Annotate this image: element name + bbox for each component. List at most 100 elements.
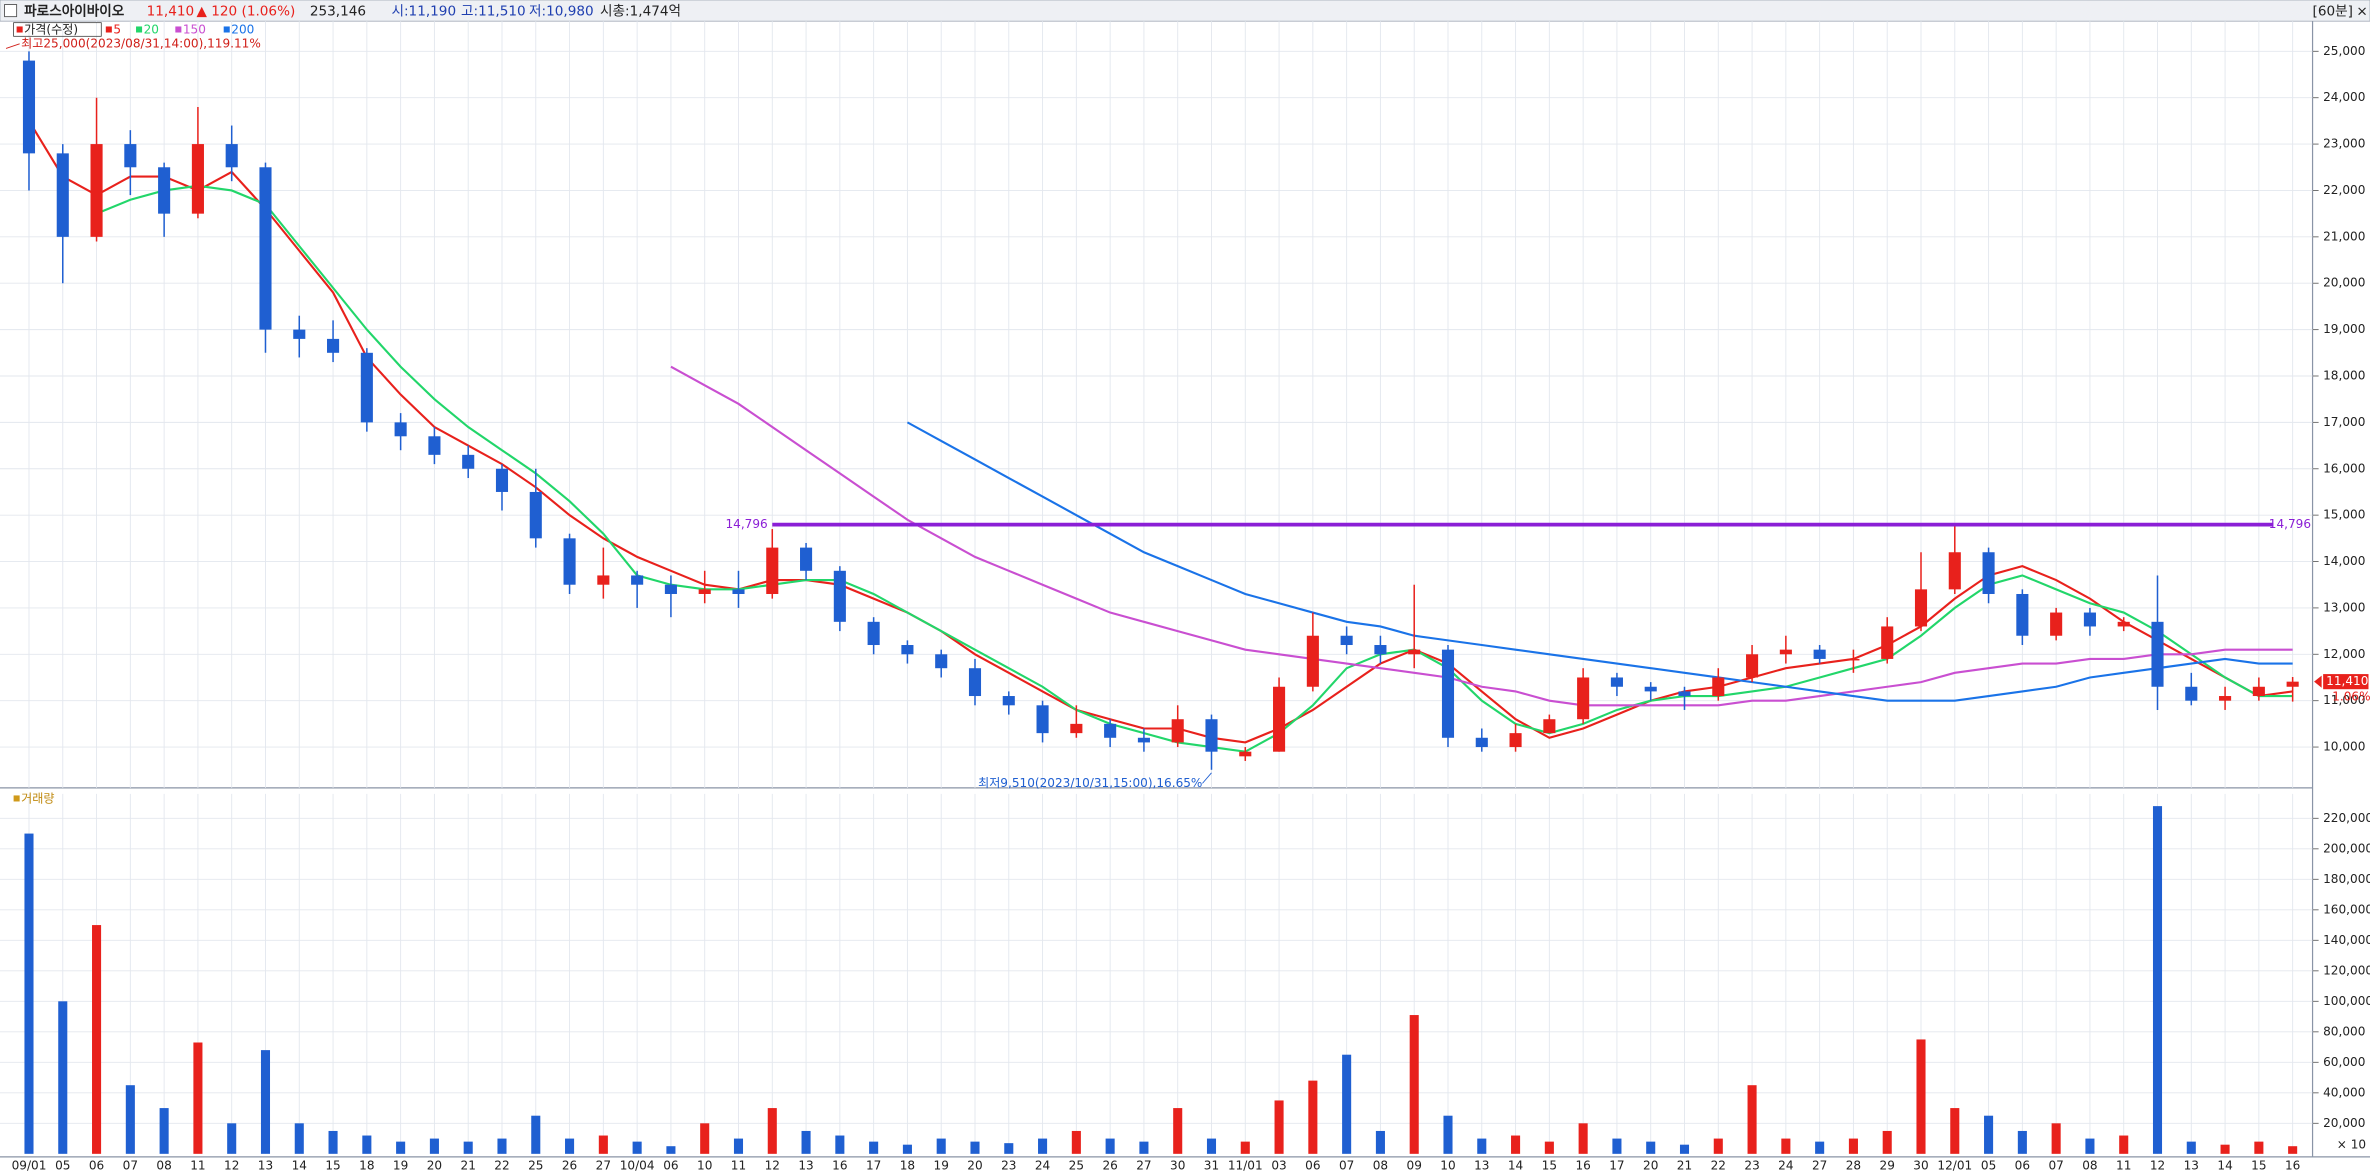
candle-body	[56, 153, 69, 237]
x-tick-label: 12/01	[1937, 1158, 1972, 1172]
high-annotation: 최고25,000(2023/08/31,14:00),119.11%	[21, 36, 261, 50]
x-tick-label: 25	[528, 1158, 543, 1172]
x-tick-label: 22	[1711, 1158, 1726, 1172]
candle-body	[2219, 696, 2232, 701]
x-tick-label: 08	[1373, 1158, 1388, 1172]
x-tick-label: 19	[393, 1158, 408, 1172]
y-tick-label: 100,000	[2323, 994, 2370, 1008]
candle-body	[901, 645, 914, 655]
volume-bar	[1747, 1085, 1757, 1154]
volume-bar	[1105, 1138, 1115, 1154]
volume-bar	[1443, 1115, 1453, 1154]
x-tick-label: 08	[2082, 1158, 2097, 1172]
y-tick-label: 80,000	[2323, 1024, 2365, 1038]
x-tick-label: 31	[1204, 1158, 1219, 1172]
candle-body	[225, 144, 238, 168]
x-tick-label: 14	[292, 1158, 307, 1172]
y-tick-label: 16,000	[2323, 461, 2365, 475]
y-tick-label: 160,000	[2323, 902, 2370, 916]
last-change-label: 1.06%	[2332, 689, 2370, 703]
x-tick-label: 12	[765, 1158, 780, 1172]
volume-bar	[294, 1123, 304, 1154]
candle-body	[529, 491, 542, 539]
candle-body	[935, 654, 948, 669]
candle-body	[2185, 686, 2198, 701]
candle-body	[158, 167, 171, 214]
volume-bar	[125, 1085, 135, 1154]
volume-bar	[2119, 1135, 2129, 1154]
x-tick-label: 20	[967, 1158, 982, 1172]
x-tick-label: 06	[1305, 1158, 1320, 1172]
x-tick-label: 26	[562, 1158, 577, 1172]
candle-body	[22, 60, 36, 154]
candle-body	[462, 454, 475, 469]
close-button[interactable]: ×	[2356, 3, 2367, 19]
x-tick-label: 16	[2285, 1158, 2300, 1172]
x-tick-label: 13	[1474, 1158, 1489, 1172]
y-tick-label: 200,000	[2323, 841, 2370, 855]
volume-bar	[24, 833, 34, 1154]
low-annotation: 최저9,510(2023/10/31,15:00),16.65%	[978, 776, 1202, 790]
volume-bar	[936, 1138, 946, 1154]
x-tick-label: 17	[866, 1158, 881, 1172]
candle-body	[1644, 686, 1657, 692]
x-tick-label: 10/04	[620, 1158, 655, 1172]
x-tick-label: 07	[123, 1158, 138, 1172]
legend-label: 5	[113, 23, 121, 37]
y-tick-label: 60,000	[2323, 1055, 2365, 1069]
candle-body	[800, 547, 813, 571]
y-tick-label: 25,000	[2323, 44, 2365, 58]
legend-label: 20	[144, 23, 159, 37]
candle-body	[293, 329, 306, 339]
candle-body	[631, 575, 644, 585]
candle-body	[664, 584, 677, 594]
volume-bar	[1477, 1138, 1487, 1154]
candle-body	[1408, 649, 1421, 655]
interval-button[interactable]: [60분]	[2313, 3, 2353, 19]
moving-average-line	[906, 421, 2293, 702]
candle-body	[1509, 733, 1522, 748]
x-tick-label: 28	[1846, 1158, 1861, 1172]
x-tick-label: 19	[934, 1158, 949, 1172]
volume-bar	[1139, 1141, 1149, 1154]
candle-body	[394, 422, 407, 437]
stock-change: ▲ 120 (1.06%)	[196, 3, 295, 19]
x-tick-label: 09	[1407, 1158, 1422, 1172]
candle-body	[2286, 681, 2299, 687]
candle-body	[1239, 751, 1252, 757]
candle-body	[1577, 677, 1590, 720]
x-tick-label: 27	[1812, 1158, 1827, 1172]
volume-bar	[1578, 1123, 1588, 1154]
volume-bar	[1916, 1039, 1926, 1154]
y-tick-label: 14,000	[2323, 554, 2365, 568]
x-tick-label: 13	[798, 1158, 813, 1172]
y-tick-label: 180,000	[2323, 872, 2370, 886]
candle-body	[1273, 686, 1286, 752]
x-tick-label: 10	[697, 1158, 712, 1172]
y-tick-label: 23,000	[2323, 137, 2365, 151]
y-tick-label: 120,000	[2323, 963, 2370, 977]
volume-bar	[58, 1001, 68, 1154]
legend-swatch	[136, 26, 143, 33]
title-checkbox[interactable]	[4, 4, 18, 18]
volume-bar	[1308, 1080, 1318, 1154]
x-tick-label: 17	[1609, 1158, 1624, 1172]
volume-bar	[531, 1115, 541, 1154]
x-tick-label: 06	[663, 1158, 678, 1172]
volume-bar	[193, 1042, 203, 1154]
legend-box	[13, 22, 102, 37]
volume-bar	[1713, 1138, 1723, 1154]
candle-body	[1543, 719, 1556, 734]
candle-body	[1982, 552, 1995, 594]
candle-body	[1137, 737, 1150, 743]
y-tick-label: 24,000	[2323, 90, 2365, 104]
candle-body	[1746, 654, 1759, 678]
volume-bar	[666, 1146, 676, 1154]
volume-bar	[1882, 1130, 1892, 1154]
x-tick-label: 07	[2048, 1158, 2063, 1172]
x-tick-label: 15	[1542, 1158, 1557, 1172]
volume-bar	[1511, 1135, 1521, 1154]
candle-body	[191, 144, 204, 214]
volume-bar	[1375, 1130, 1385, 1154]
legend-label: 200	[231, 23, 254, 37]
